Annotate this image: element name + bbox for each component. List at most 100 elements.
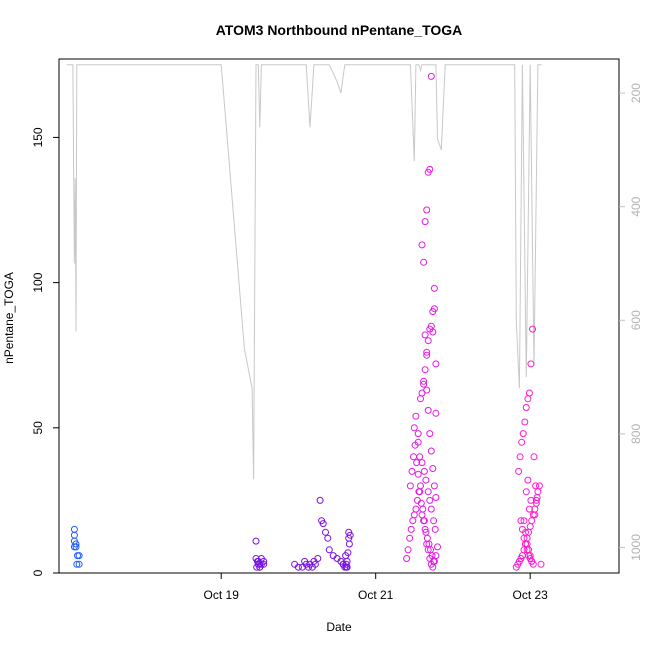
data-point [521,418,529,426]
data-point [535,482,543,490]
y-tick-label: 0 [31,569,45,576]
data-point [527,496,535,504]
pressure-line [66,64,542,480]
data-point [410,511,418,519]
data-point [525,389,533,397]
data-point [432,552,440,560]
data-point [75,560,83,568]
x-axis-title: Date [326,620,352,634]
data-point [409,517,417,525]
data-point [420,467,428,475]
data-point [416,488,424,496]
data-point [422,476,430,484]
data-point [522,488,530,496]
y2-tick-label: 1000 [629,534,643,561]
data-point [430,517,438,525]
data-point [527,360,535,368]
data-point [517,517,525,525]
series-3 [291,496,354,571]
data-point [70,531,78,539]
data-point [420,377,428,385]
data-point [311,560,319,568]
data-point [423,386,431,394]
pressure-trace-layer [66,64,542,480]
data-point [345,540,353,548]
data-point [423,348,431,356]
data-point [426,496,434,504]
data-point [410,453,417,461]
y2-tick-label: 600 [629,310,643,330]
data-point [534,488,542,496]
data-point [516,453,524,461]
data-point [526,523,534,530]
data-point [524,395,532,403]
data-point [314,555,322,562]
chart-title: ATOM3 Northbound nPentane_TOGA [216,22,463,38]
data-point [424,337,432,345]
data-point [520,517,528,525]
data-point [414,470,422,478]
data-point [412,505,420,513]
data-point [426,430,434,438]
data-point [345,528,353,536]
y-axis: 0 50 100 150 [31,127,59,576]
data-point [432,494,440,501]
y2-tick-label: 800 [629,424,643,444]
data-point [532,499,540,507]
data-point [424,406,432,414]
data-point [524,476,532,484]
data-point [408,467,416,475]
series-1 [70,525,83,568]
data-point [420,517,428,525]
data-point [418,241,426,249]
data-point [427,72,435,80]
data-point [343,557,351,565]
data-point [316,496,324,504]
data-point [531,511,539,519]
data-point [431,525,439,533]
data-point [518,438,526,446]
data-point [427,505,435,513]
data-point [427,447,435,455]
data-point [412,412,420,420]
data-point [522,528,529,536]
data-point [417,482,424,490]
data-point [421,525,429,533]
data-point [414,438,422,446]
data-point [70,543,78,551]
y-tick-label: 100 [31,272,45,292]
data-point [418,511,426,519]
data-point [432,409,440,417]
data-point [432,360,440,368]
data-point [519,430,527,438]
data-point [324,534,332,542]
data-point [252,537,260,545]
data-point [410,424,418,432]
series-2 [252,537,268,571]
data-point [404,546,412,554]
data-point [413,459,421,467]
data-point [529,325,536,333]
data-point [319,520,327,528]
data-point [419,505,427,513]
data-point [530,453,538,461]
plot-frame [58,58,620,574]
data-point [522,404,530,411]
data-point [537,560,545,568]
data-point [429,328,437,336]
data-point [525,505,533,513]
data-point [418,459,426,467]
data-point [423,351,431,359]
data-point [406,482,414,490]
data-point [424,488,432,496]
data-point [423,206,431,214]
series-4 [403,72,441,571]
data-point [403,555,411,562]
data-point [75,552,83,560]
data-point [430,482,438,490]
data-point [414,430,422,438]
data-point [420,380,428,388]
y2-tick-label: 200 [629,83,643,103]
data-point [421,331,429,339]
